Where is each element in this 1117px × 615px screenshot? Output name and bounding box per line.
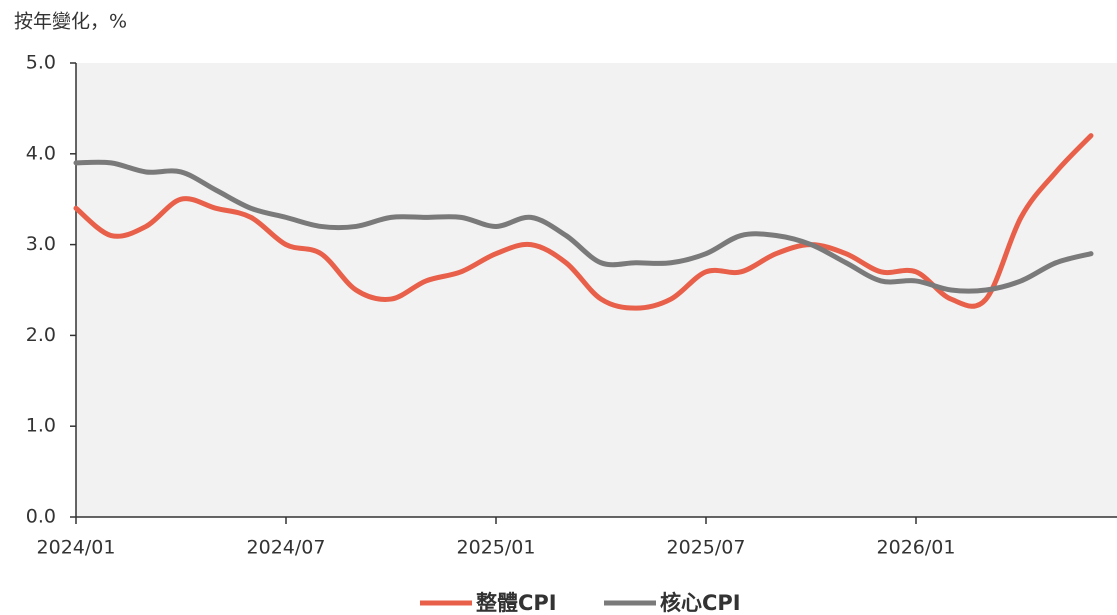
legend-label: 整體CPI — [476, 591, 557, 615]
y-tick-label: 3.0 — [26, 233, 56, 255]
y-tick-label: 0.0 — [26, 506, 56, 528]
legend-label: 核心CPI — [660, 591, 741, 615]
series-line — [73, 159, 1094, 294]
x-tick-label: 2025/01 — [457, 537, 536, 559]
x-tick-label: 2024/01 — [37, 537, 116, 559]
series-line — [73, 133, 1094, 311]
y-axis-title: 按年變化，% — [14, 11, 127, 33]
x-tick-label: 2024/07 — [247, 537, 326, 559]
y-tick-label: 5.0 — [26, 52, 56, 74]
y-tick-label: 1.0 — [26, 415, 56, 437]
y-tick-label: 4.0 — [26, 142, 56, 164]
x-tick-label: 2025/07 — [667, 537, 746, 559]
x-tick-label: 2026/01 — [877, 537, 956, 559]
y-tick-label: 2.0 — [26, 324, 56, 346]
